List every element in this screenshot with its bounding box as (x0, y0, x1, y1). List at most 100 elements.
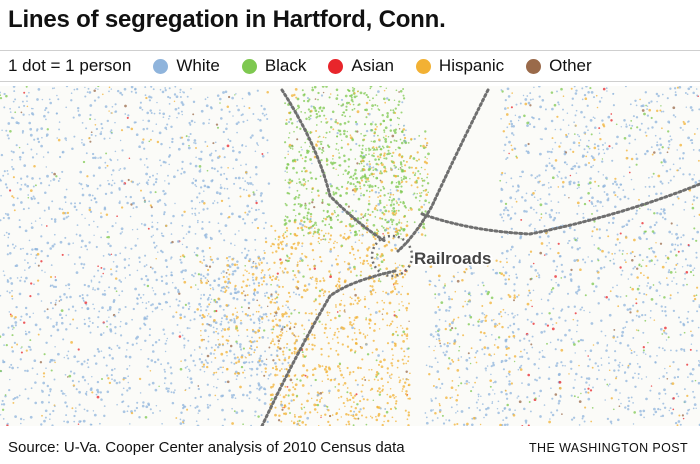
population-dot (288, 121, 291, 124)
population-dot (404, 141, 408, 145)
population-dot (641, 104, 645, 108)
population-dot (259, 118, 262, 122)
population-dot (369, 122, 373, 126)
population-dot (89, 388, 93, 391)
population-dot (616, 336, 619, 339)
population-dot (278, 324, 282, 328)
population-dot (503, 149, 505, 152)
population-dot (676, 224, 679, 227)
population-dot (627, 404, 630, 408)
population-dot (394, 128, 398, 131)
population-dot (16, 197, 19, 200)
population-dot (94, 362, 98, 365)
population-dot (591, 235, 593, 238)
population-dot (241, 310, 244, 313)
population-dot (309, 411, 312, 414)
population-dot (300, 183, 303, 186)
population-dot (349, 136, 353, 140)
population-dot (587, 391, 590, 394)
population-dot (210, 258, 213, 261)
population-dot (618, 365, 621, 368)
population-dot (25, 276, 28, 280)
population-dot (31, 177, 34, 180)
population-dot (403, 136, 407, 140)
population-dot (319, 140, 322, 143)
legend-item-hispanic: Hispanic (415, 56, 504, 76)
population-dot (552, 259, 556, 263)
population-dot (590, 201, 593, 204)
population-dot (550, 150, 553, 154)
population-dot (36, 129, 38, 132)
population-dot (37, 88, 41, 91)
population-dot (231, 212, 234, 216)
population-dot (110, 184, 113, 187)
population-dot (253, 340, 256, 343)
population-dot (660, 327, 663, 331)
population-dot (66, 211, 70, 215)
population-dot (602, 125, 606, 128)
population-dot (385, 312, 389, 315)
population-dot (369, 285, 372, 287)
population-dot (151, 287, 154, 289)
population-dot (252, 265, 255, 268)
population-dot (315, 124, 318, 126)
population-dot (71, 147, 74, 151)
population-dot (307, 319, 310, 322)
population-dot (275, 297, 278, 299)
population-dot (86, 175, 89, 178)
population-dot (370, 267, 373, 270)
population-dot (93, 275, 96, 278)
population-dot (215, 301, 218, 304)
population-dot (339, 271, 342, 273)
population-dot (231, 407, 233, 410)
population-dot (685, 106, 688, 108)
population-dot (578, 135, 581, 138)
population-dot (121, 231, 124, 233)
population-dot (164, 89, 167, 92)
population-dot (382, 146, 385, 149)
population-dot (230, 242, 232, 245)
population-dot (570, 280, 573, 283)
population-dot (664, 326, 667, 330)
population-dot (252, 193, 256, 196)
population-dot (321, 200, 324, 203)
population-dot (297, 335, 300, 338)
population-dot (370, 387, 374, 391)
population-dot (225, 315, 228, 318)
population-dot (407, 378, 410, 381)
population-dot (220, 329, 223, 332)
population-dot (279, 241, 283, 244)
population-dot (332, 154, 335, 157)
population-dot (602, 174, 605, 176)
population-dot (83, 283, 86, 287)
population-dot (548, 187, 550, 189)
population-dot (619, 266, 622, 269)
population-dot (366, 163, 369, 166)
population-dot (217, 332, 220, 335)
population-dot (263, 274, 266, 276)
population-dot (168, 103, 171, 105)
population-dot (247, 249, 250, 252)
population-dot (218, 229, 221, 233)
population-dot (549, 215, 552, 219)
population-dot (292, 421, 296, 424)
population-dot (397, 203, 400, 206)
population-dot (379, 153, 382, 157)
population-dot (386, 401, 389, 405)
population-dot (513, 147, 516, 150)
population-dot (390, 373, 393, 376)
population-dot (310, 322, 314, 325)
population-dot (596, 106, 599, 109)
population-dot (400, 156, 404, 159)
population-dot (391, 416, 394, 419)
population-dot (516, 295, 519, 298)
population-dot (97, 265, 99, 268)
population-dot (628, 171, 631, 174)
population-dot (252, 183, 254, 186)
population-dot (247, 183, 250, 186)
population-dot (519, 102, 522, 105)
population-dot (675, 237, 679, 240)
population-dot (63, 195, 67, 199)
population-dot (675, 392, 679, 395)
population-dot (2, 359, 4, 362)
